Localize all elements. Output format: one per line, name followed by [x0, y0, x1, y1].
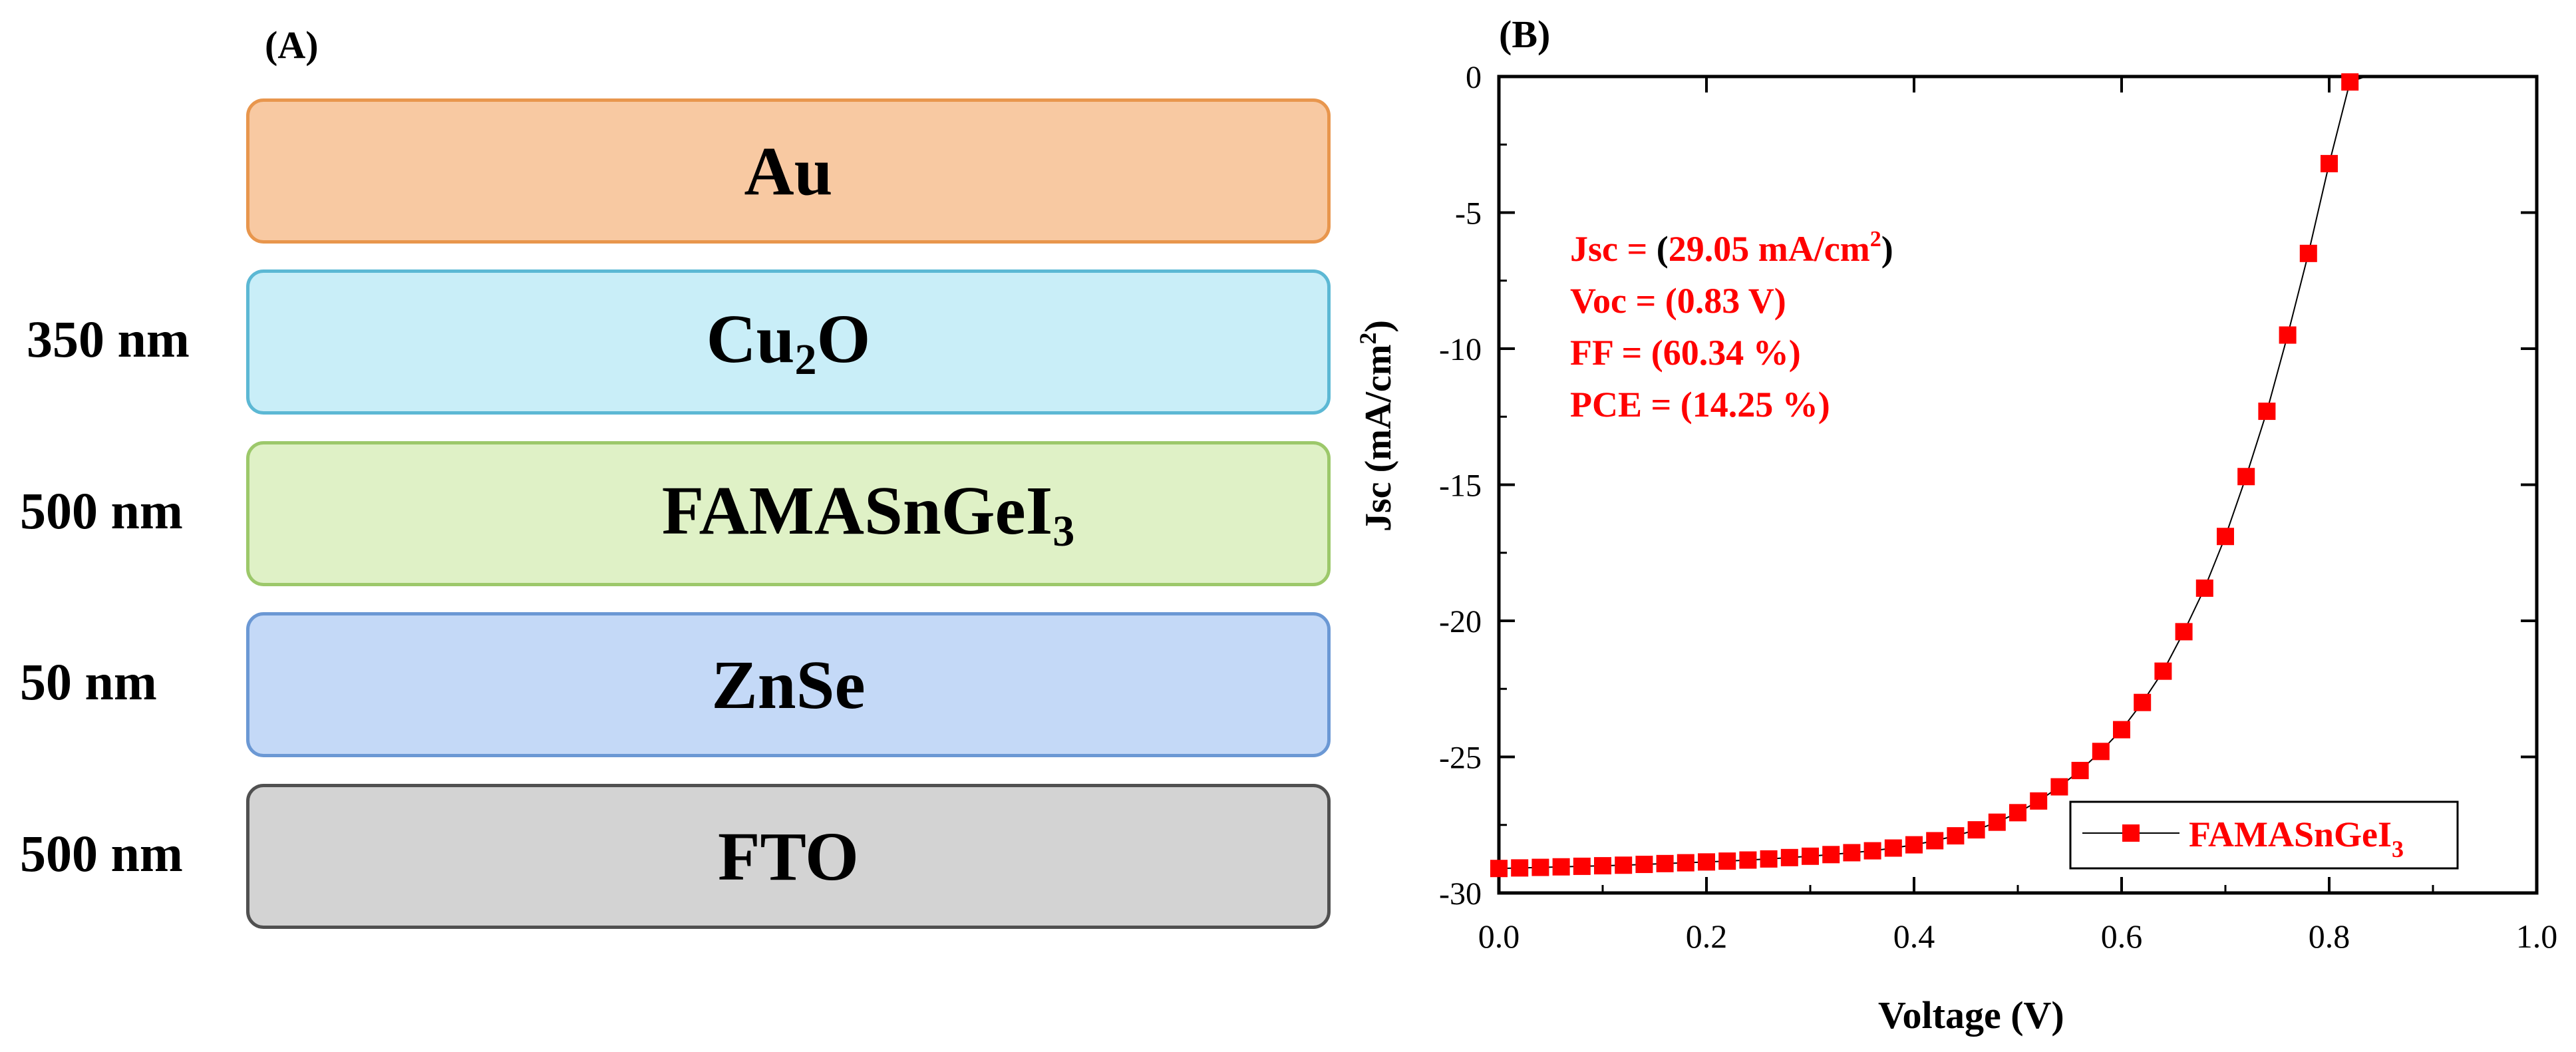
data-point — [1531, 858, 1549, 876]
data-point — [2113, 721, 2130, 739]
layer-label: ZnSe — [711, 646, 866, 723]
layer-thickness-label: 50 nm — [20, 653, 157, 711]
layer-au: Au — [246, 98, 1331, 244]
data-point — [2258, 403, 2276, 421]
y-tick-label: -5 — [1455, 196, 1482, 232]
y-axis-title: Jsc (mA/cm2) — [1355, 320, 1399, 532]
stat-annotation: Voc = (0.83 V) — [1570, 281, 1786, 321]
panel-a-label: (A) — [265, 23, 319, 67]
layer-thickness-label: 500 nm — [20, 824, 183, 882]
legend-label: FAMASnGeI3 — [2189, 814, 2404, 862]
x-tick-label: 1.0 — [2516, 918, 2558, 955]
data-point — [2321, 154, 2338, 172]
data-point — [1573, 857, 1591, 875]
stat-annotation: FF = (60.34 %) — [1570, 333, 1801, 373]
layer-label: FAMASnGeI3 — [661, 472, 1075, 556]
x-axis-title: Voltage (V) — [1878, 993, 2064, 1037]
data-point — [2195, 579, 2213, 597]
data-point — [2237, 468, 2255, 486]
data-point — [1677, 854, 1694, 872]
data-point — [1698, 853, 1715, 871]
x-tick-label: 0.2 — [1686, 918, 1728, 955]
y-tick-label: -20 — [1439, 604, 1482, 639]
data-point — [1926, 832, 1944, 850]
stat-annotation: PCE = (14.25 %) — [1570, 385, 1830, 425]
data-point — [2030, 792, 2048, 810]
data-point — [1635, 856, 1653, 874]
data-point — [1490, 860, 1508, 878]
data-point — [2217, 528, 2234, 546]
data-point — [2009, 804, 2026, 822]
series-line — [1498, 76, 2366, 870]
data-point — [1947, 827, 1965, 845]
data-point — [1988, 813, 2006, 831]
panel-b-label: (B) — [1499, 13, 1551, 56]
x-tick-label: 0.8 — [2309, 918, 2350, 955]
layer-label: Cu2O — [706, 300, 871, 384]
data-point — [2299, 244, 2317, 262]
layer-cu: Cu2O — [246, 269, 1331, 415]
data-point — [1780, 848, 1798, 866]
data-point — [2175, 623, 2193, 641]
layer-znse: ZnSe — [246, 612, 1331, 757]
plot-frame — [1497, 75, 2539, 895]
x-tick-label: 0.4 — [1893, 918, 1935, 955]
data-point — [1760, 850, 1778, 868]
stat-annotation: Jsc = (29.05 mA/cm2) — [1570, 227, 1893, 269]
layer-thickness-label: 350 nm — [27, 310, 190, 368]
data-point — [1739, 851, 1757, 869]
data-point — [1884, 839, 1902, 857]
layer-thickness-label: 500 nm — [20, 482, 183, 540]
layer-label: Au — [744, 132, 833, 210]
layer-fto: FTO — [246, 784, 1331, 929]
data-point — [1615, 856, 1633, 874]
data-point — [1843, 844, 1861, 862]
data-point — [2092, 743, 2110, 761]
data-point — [1552, 858, 1570, 876]
y-tick-label: -10 — [1439, 332, 1482, 367]
data-point — [2134, 693, 2152, 711]
y-tick-label: -25 — [1439, 741, 1482, 776]
data-point — [2279, 326, 2297, 344]
x-tick-label: 0.6 — [2101, 918, 2143, 955]
layer-label: FTO — [718, 818, 859, 895]
data-point — [2341, 73, 2359, 91]
data-point — [2050, 778, 2068, 796]
data-point — [1863, 842, 1881, 860]
data-point — [1656, 854, 1674, 872]
data-point — [1905, 836, 1923, 854]
data-point — [2154, 662, 2172, 680]
data-point — [1967, 821, 1985, 839]
data-point — [1822, 846, 1840, 864]
data-point — [1718, 852, 1736, 870]
layer-famasngei: FAMASnGeI3 — [246, 441, 1331, 586]
y-tick-label: -30 — [1439, 876, 1482, 912]
data-point — [1594, 857, 1611, 875]
data-point — [1802, 847, 1819, 865]
y-tick-label: -15 — [1439, 468, 1482, 504]
legend-marker — [2122, 824, 2140, 842]
x-tick-label: 0.0 — [1478, 918, 1520, 955]
data-point — [2071, 761, 2089, 779]
data-point — [1511, 859, 1529, 877]
y-tick-label: 0 — [1466, 60, 1482, 95]
